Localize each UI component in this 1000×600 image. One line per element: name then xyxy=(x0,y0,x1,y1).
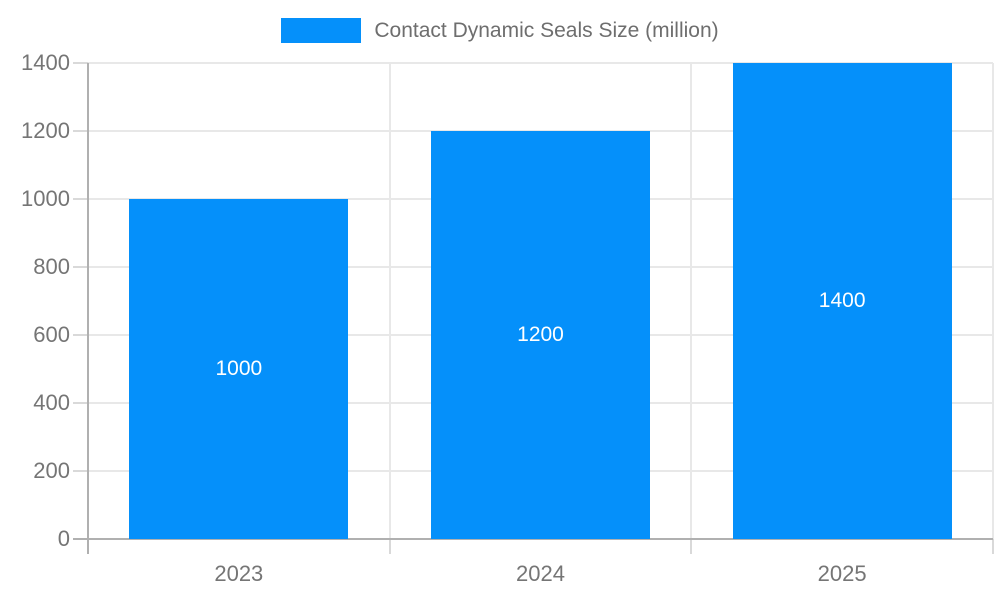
y-axis-line xyxy=(87,63,89,554)
x-tick-2 xyxy=(690,539,693,554)
gridline-x-3 xyxy=(992,63,994,539)
y-axis-label-800: 800 xyxy=(33,254,70,279)
bar-2024[interactable] xyxy=(431,131,650,539)
gridline-y-1400 xyxy=(88,62,993,64)
y-tick-400 xyxy=(73,402,88,404)
bar-value-label-2023: 1000 xyxy=(215,357,263,380)
y-axis-label-1000: 1000 xyxy=(21,186,70,211)
chart-legend[interactable]: Contact Dynamic Seals Size (million) xyxy=(0,18,1000,43)
x-tick-1 xyxy=(388,539,391,554)
legend-label: Contact Dynamic Seals Size (million) xyxy=(374,18,719,42)
x-axis-label-2024: 2024 xyxy=(516,561,565,586)
bar-2023[interactable] xyxy=(129,199,349,539)
y-tick-800 xyxy=(73,266,88,268)
gridline-x-2 xyxy=(690,63,693,539)
x-tick-3 xyxy=(992,539,994,554)
bar-value-label-2024: 1200 xyxy=(517,323,564,346)
x-axis-label-2025: 2025 xyxy=(817,561,867,586)
y-tick-200 xyxy=(73,470,88,472)
y-axis-label-600: 600 xyxy=(33,322,70,347)
x-axis-line xyxy=(73,538,993,540)
y-axis-label-400: 400 xyxy=(33,390,70,415)
y-axis-label-1400: 1400 xyxy=(21,50,70,75)
y-tick-1400 xyxy=(73,62,88,64)
x-axis-label-2023: 2023 xyxy=(214,561,264,586)
bar-2025[interactable] xyxy=(732,63,952,539)
y-axis-label-1200: 1200 xyxy=(21,118,70,143)
y-axis-label-0: 0 xyxy=(57,526,70,551)
bar-value-label-2025: 1400 xyxy=(818,289,866,312)
y-axis-label-200: 200 xyxy=(33,458,70,483)
y-tick-600 xyxy=(73,334,88,336)
y-tick-1200 xyxy=(73,130,88,132)
gridline-x-1 xyxy=(388,63,391,539)
legend-swatch xyxy=(281,18,362,43)
y-tick-1000 xyxy=(73,198,88,200)
